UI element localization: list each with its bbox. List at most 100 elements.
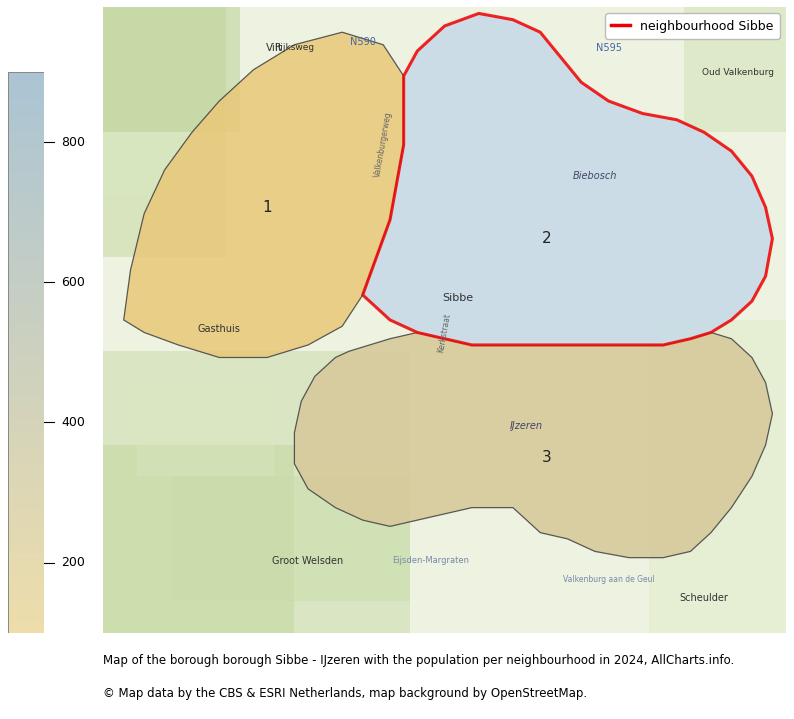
- Bar: [8, 381, 44, 383]
- Bar: [8, 415, 44, 417]
- Bar: [8, 124, 44, 127]
- Bar: [8, 501, 44, 503]
- Bar: [8, 631, 44, 633]
- Bar: [8, 605, 44, 606]
- Bar: [8, 554, 44, 556]
- Bar: [8, 229, 44, 232]
- Bar: [8, 383, 44, 385]
- Bar: [8, 481, 44, 482]
- Bar: [8, 629, 44, 631]
- Bar: [8, 104, 44, 106]
- Bar: [8, 467, 44, 470]
- Bar: [8, 449, 44, 451]
- Bar: [8, 111, 44, 113]
- Bar: [8, 136, 44, 137]
- Bar: [8, 91, 44, 93]
- Bar: [8, 115, 44, 117]
- Bar: [8, 179, 44, 180]
- Bar: [8, 160, 44, 162]
- Bar: [8, 152, 44, 155]
- Bar: [8, 464, 44, 466]
- Bar: [8, 623, 44, 626]
- Bar: [8, 122, 44, 124]
- Bar: [8, 331, 44, 333]
- Text: Kerkstraat: Kerkstraat: [437, 312, 453, 353]
- Bar: [8, 83, 44, 85]
- Bar: [8, 367, 44, 368]
- Bar: [8, 85, 44, 87]
- Bar: [8, 304, 44, 306]
- Bar: [103, 7, 226, 257]
- Bar: [8, 544, 44, 546]
- Bar: [8, 338, 44, 340]
- Bar: [8, 599, 44, 601]
- Bar: [8, 387, 44, 389]
- Bar: [8, 333, 44, 334]
- Bar: [8, 603, 44, 605]
- Bar: [8, 558, 44, 559]
- Bar: [8, 209, 44, 211]
- Bar: [8, 213, 44, 214]
- Text: N595: N595: [596, 43, 622, 53]
- Text: 400: 400: [62, 416, 86, 429]
- Bar: [8, 390, 44, 393]
- Bar: [8, 318, 44, 319]
- Bar: [8, 237, 44, 239]
- Bar: [8, 319, 44, 321]
- Bar: [8, 500, 44, 501]
- Bar: [8, 355, 44, 357]
- Bar: [8, 477, 44, 479]
- Bar: [8, 312, 44, 314]
- Bar: [8, 490, 44, 492]
- Bar: [8, 142, 44, 143]
- Bar: [8, 224, 44, 226]
- Bar: [8, 190, 44, 192]
- Bar: [8, 411, 44, 413]
- Bar: [8, 235, 44, 237]
- Bar: [8, 299, 44, 301]
- Bar: [8, 550, 44, 552]
- Bar: [8, 526, 44, 528]
- Bar: [8, 385, 44, 387]
- Bar: [8, 121, 44, 122]
- Text: Biebosch: Biebosch: [572, 171, 617, 181]
- Bar: [8, 194, 44, 196]
- Bar: [8, 316, 44, 318]
- Bar: [8, 475, 44, 477]
- Bar: [8, 295, 44, 297]
- Bar: [8, 99, 44, 100]
- Bar: [8, 587, 44, 590]
- Bar: [8, 192, 44, 194]
- Bar: [8, 472, 44, 473]
- Bar: [8, 429, 44, 430]
- Bar: [8, 485, 44, 487]
- Polygon shape: [363, 14, 773, 345]
- Bar: [172, 477, 410, 601]
- Bar: [8, 524, 44, 526]
- Bar: [8, 100, 44, 102]
- Bar: [8, 168, 44, 170]
- Bar: [8, 271, 44, 273]
- Bar: [8, 618, 44, 620]
- Bar: [8, 130, 44, 132]
- Bar: [8, 280, 44, 282]
- Bar: [8, 357, 44, 359]
- Bar: [8, 616, 44, 618]
- Bar: [8, 470, 44, 472]
- Bar: [8, 410, 44, 411]
- Bar: [8, 417, 44, 419]
- Text: 800: 800: [62, 135, 86, 149]
- Bar: [8, 496, 44, 498]
- Bar: [8, 444, 44, 445]
- Bar: [8, 128, 44, 130]
- Bar: [8, 282, 44, 284]
- Bar: [8, 577, 44, 578]
- Bar: [8, 284, 44, 285]
- Bar: [8, 232, 44, 233]
- Text: 1: 1: [262, 200, 272, 215]
- Polygon shape: [295, 332, 773, 558]
- Bar: [8, 241, 44, 242]
- Bar: [8, 537, 44, 539]
- Bar: [8, 580, 44, 582]
- Bar: [8, 380, 44, 381]
